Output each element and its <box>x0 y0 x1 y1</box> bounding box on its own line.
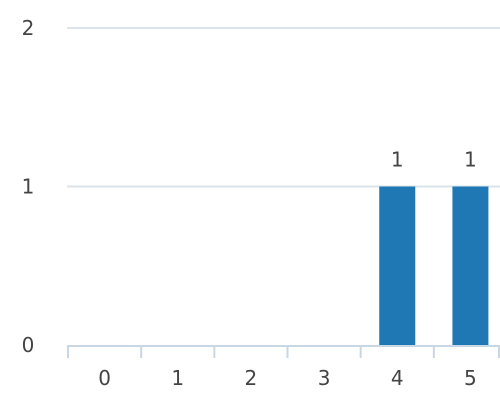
x-tick-label-1: 1 <box>171 366 184 390</box>
data-label-5: 1 <box>464 148 477 172</box>
bars <box>379 186 489 345</box>
data-label-4: 1 <box>391 148 404 172</box>
y-tick-label: 0 <box>22 333 35 357</box>
x-tick-label-2: 2 <box>245 366 258 390</box>
x-tick-label-3: 3 <box>318 366 331 390</box>
x-axis-ticks: 0 1 2 3 4 5 <box>98 366 477 390</box>
x-tick-label-0: 0 <box>98 366 111 390</box>
y-tick-label: 1 <box>22 175 35 199</box>
gridlines <box>67 27 500 188</box>
y-axis-ticks: 0 1 2 <box>22 16 35 357</box>
x-axis <box>67 345 500 358</box>
bar-4 <box>379 186 416 345</box>
y-tick-label: 2 <box>22 16 35 40</box>
x-tick-label-4: 4 <box>391 366 404 390</box>
bar-5 <box>452 186 489 345</box>
x-tick-label-5: 5 <box>464 366 477 390</box>
